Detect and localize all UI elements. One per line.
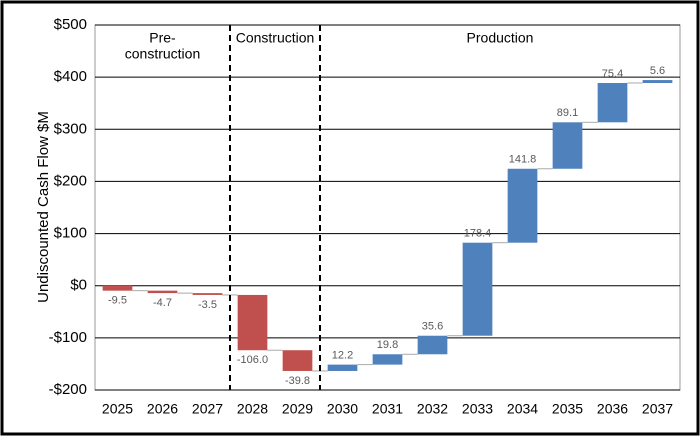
value-label: 5.6 xyxy=(650,65,665,77)
x-tick-label: 2033 xyxy=(462,401,493,417)
y-tick-label: $500 xyxy=(54,16,87,33)
x-tick-label: 2030 xyxy=(327,401,358,417)
phase-label: Production xyxy=(467,30,534,46)
x-tick-label: 2035 xyxy=(552,401,583,417)
phase-label: Pre- xyxy=(149,30,176,46)
bar xyxy=(597,82,628,123)
y-tick-label: $400 xyxy=(54,68,87,85)
value-label: -106.0 xyxy=(237,354,268,366)
phase-label: Construction xyxy=(236,30,315,46)
y-tick-label: $200 xyxy=(54,172,87,189)
y-tick-label: $0 xyxy=(70,277,87,294)
bar xyxy=(237,294,268,351)
bar xyxy=(642,80,673,83)
bar xyxy=(102,285,133,291)
bar xyxy=(462,242,493,336)
x-tick-label: 2037 xyxy=(642,401,673,417)
x-tick-label: 2031 xyxy=(372,401,403,417)
bar xyxy=(507,168,538,243)
value-label: 89.1 xyxy=(557,107,578,119)
value-label: 75.4 xyxy=(602,68,623,80)
phase-label: construction xyxy=(125,46,200,62)
y-tick-label: -$200 xyxy=(49,381,87,398)
x-tick-label: 2034 xyxy=(507,401,538,417)
x-tick-label: 2032 xyxy=(417,401,448,417)
bar xyxy=(372,354,403,365)
x-tick-label: 2028 xyxy=(237,401,268,417)
bar xyxy=(147,290,178,294)
y-tick-label: $300 xyxy=(54,120,87,137)
y-axis-label: Undiscounted Cash Flow $M xyxy=(35,111,52,303)
value-label: -4.7 xyxy=(153,297,172,309)
value-label: -39.8 xyxy=(285,375,310,387)
bar xyxy=(282,350,313,371)
x-tick-label: 2026 xyxy=(147,401,178,417)
value-label: 35.6 xyxy=(422,321,443,333)
value-label: 178.4 xyxy=(464,228,492,240)
x-tick-label: 2025 xyxy=(102,401,133,417)
value-label: -3.5 xyxy=(198,299,217,311)
bar xyxy=(552,122,583,169)
value-label: -9.5 xyxy=(108,295,127,307)
bar xyxy=(327,364,358,371)
y-tick-label: -$100 xyxy=(49,329,87,346)
value-label: 19.8 xyxy=(377,339,398,351)
x-tick-label: 2029 xyxy=(282,401,313,417)
bar xyxy=(192,293,223,295)
x-tick-label: 2027 xyxy=(192,401,223,417)
value-label: 12.2 xyxy=(332,350,353,362)
x-tick-label: 2036 xyxy=(597,401,628,417)
value-label: 141.8 xyxy=(509,154,537,166)
y-tick-label: $100 xyxy=(54,225,87,242)
bar xyxy=(417,335,448,355)
